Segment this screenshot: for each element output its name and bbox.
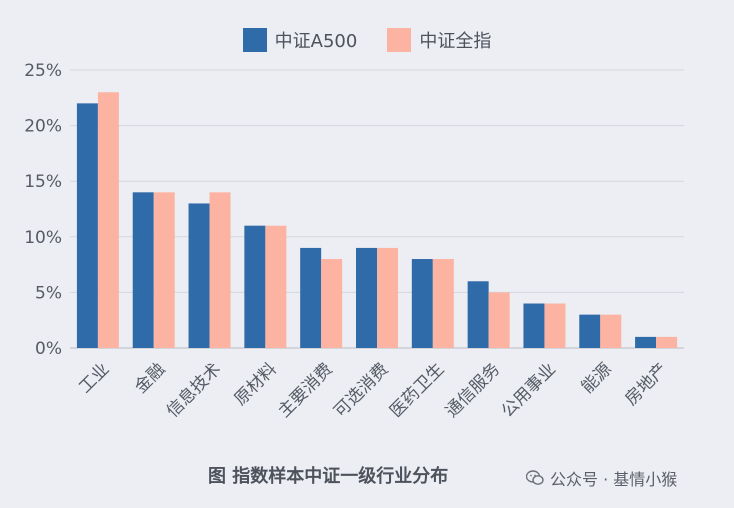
legend-label-series-1: 中证A500 [274, 31, 358, 52]
bar-series-1 [300, 247, 322, 348]
bar-series-1 [411, 259, 433, 348]
bar-series-2 [656, 336, 678, 348]
bar-series-2 [265, 225, 287, 348]
y-tick-label: 20% [24, 117, 62, 137]
bar-series-1 [523, 303, 545, 348]
legend-item-series-2: 中证全指 [387, 27, 491, 53]
bar-series-1 [76, 103, 98, 348]
x-tick-label: 金融 [131, 359, 169, 397]
x-tick-label: 信息技术 [163, 359, 225, 421]
chart-legend: 中证A500 中证全指 [0, 27, 734, 53]
y-tick-label: 5% [35, 283, 62, 303]
bar-series-2 [153, 192, 175, 348]
y-tick-label: 0% [35, 339, 62, 359]
x-tick-label: 原材料 [231, 359, 281, 409]
legend-item-series-1: 中证A500 [242, 27, 358, 53]
legend-swatch-series-2 [387, 28, 412, 52]
bar-series-1 [356, 247, 377, 348]
x-tick-label: 房地产 [621, 359, 671, 409]
bar-series-1 [635, 336, 657, 348]
wechat-icon [526, 470, 544, 485]
legend-label-series-2: 中证全指 [419, 31, 492, 52]
y-tick-label: 15% [24, 172, 62, 192]
y-tick-label: 25% [24, 61, 62, 81]
x-tick-label: 公用事业 [498, 359, 560, 421]
bar-series-2 [97, 92, 119, 349]
x-tick-label: 主要消费 [274, 359, 336, 421]
bar-series-2 [377, 247, 398, 348]
bar-series-1 [579, 314, 601, 348]
bar-series-1 [132, 192, 154, 348]
legend-swatch-series-1 [242, 28, 267, 52]
watermark: 公众号 · 基情小猴 [526, 466, 677, 490]
x-tick-label: 医药卫生 [386, 359, 448, 421]
y-tick-label: 10% [24, 228, 62, 248]
bar-series-1 [467, 281, 489, 348]
bar-series-2 [488, 292, 510, 348]
bar-series-1 [188, 203, 210, 348]
bar-series-2 [544, 303, 566, 348]
bar-series-2 [209, 192, 231, 348]
x-tick-label: 能源 [578, 359, 616, 397]
bar-series-2 [432, 259, 454, 348]
bar-series-1 [244, 225, 266, 348]
x-tick-label: 工业 [75, 359, 113, 397]
watermark-text: 公众号 · 基情小猴 [550, 470, 678, 489]
bar-series-2 [321, 259, 343, 348]
bar-series-2 [600, 314, 622, 348]
x-tick-label: 通信服务 [442, 359, 504, 421]
figure-caption: 图 指数样本中证一级行业分布 [208, 466, 449, 487]
x-tick-label: 可选消费 [330, 359, 392, 421]
